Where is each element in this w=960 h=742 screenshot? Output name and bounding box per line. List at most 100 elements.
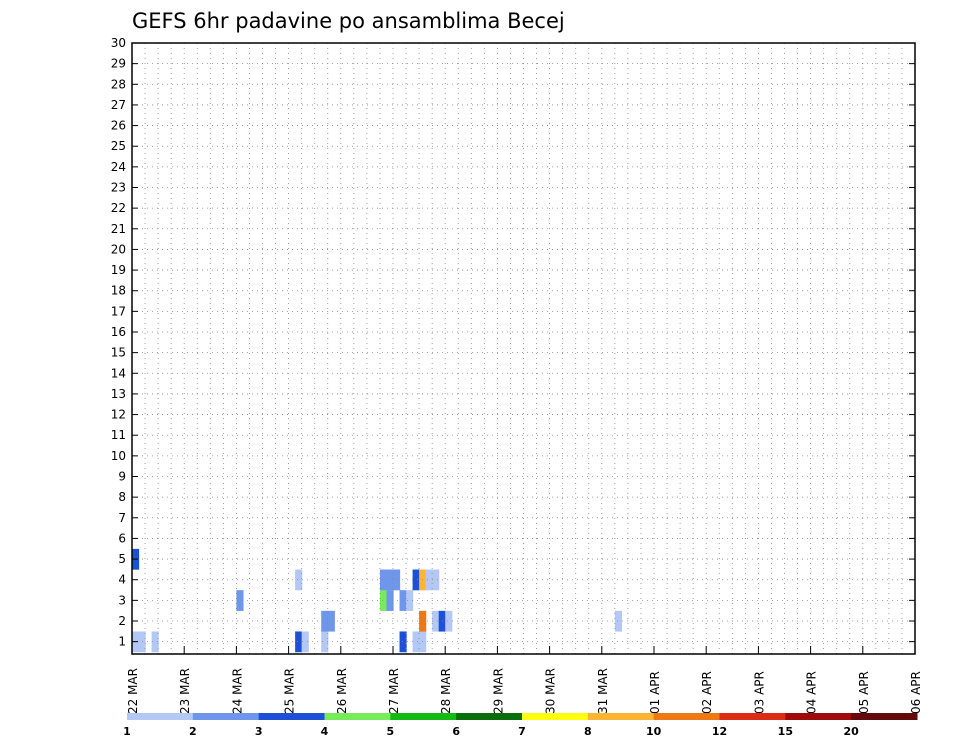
colorbar-swatch	[587, 713, 655, 720]
colorbar: 1 2 3 4 5 6 7 8 10 12 15 20	[123, 713, 918, 738]
heatmap-cell	[393, 569, 401, 591]
heatmap-cell	[327, 610, 335, 632]
x-tick-label: 01 APR	[648, 671, 662, 714]
heatmap-cell	[399, 590, 407, 611]
colorbar-swatch	[522, 713, 589, 720]
x-tick-label: 29 MAR	[491, 668, 505, 714]
cells-layer	[132, 548, 622, 653]
heatmap-cell	[236, 590, 244, 611]
y-tick-label: 10	[111, 449, 126, 463]
colorbar-label: 2	[189, 725, 197, 738]
colorbar-swatch	[719, 713, 786, 720]
colorbar-swatch	[390, 713, 457, 720]
y-tick-label: 30	[111, 36, 126, 50]
x-tick-label: 23 MAR	[178, 668, 192, 714]
heatmap-cell	[386, 569, 394, 591]
colorbar-label: 10	[646, 725, 662, 738]
heatmap-cell	[406, 590, 414, 611]
y-tick-label: 6	[118, 531, 126, 545]
x-tick-label: 05 APR	[857, 671, 871, 714]
y-tick-label: 2	[118, 614, 126, 628]
heatmap-cell	[412, 569, 420, 591]
colorbar-label: 12	[712, 725, 727, 738]
colorbar-label: 3	[255, 725, 263, 738]
heatmap-cell	[445, 610, 453, 632]
y-tick-label: 12	[111, 408, 126, 422]
y-tick-label: 13	[111, 387, 126, 401]
colorbar-swatch	[324, 713, 391, 720]
y-tick-label: 17	[111, 304, 126, 318]
colorbar-swatch	[851, 713, 918, 720]
y-tick-label: 16	[111, 325, 126, 339]
y-tick-label: 22	[111, 201, 126, 215]
x-tick-label: 28 MAR	[439, 668, 453, 714]
y-tick-label: 8	[118, 490, 126, 504]
colorbar-label: 5	[387, 725, 395, 738]
colorbar-label: 4	[321, 725, 329, 738]
colorbar-swatch	[127, 713, 194, 720]
chart-title: GEFS 6hr padavine po ansamblima Becej	[132, 9, 565, 33]
colorbar-swatch	[456, 713, 523, 720]
y-tick-label: 15	[111, 346, 126, 360]
colorbar-label: 20	[844, 725, 860, 738]
y-tick-label: 27	[111, 98, 126, 112]
colorbar-swatch	[785, 713, 852, 720]
heatmap-cell	[432, 569, 440, 591]
grid-layer	[131, 42, 916, 654]
x-tick-label: 31 MAR	[596, 668, 610, 714]
y-tick-label: 14	[111, 366, 126, 380]
y-tick-label: 24	[111, 160, 126, 174]
heatmap-cell	[295, 631, 303, 653]
x-tick-label: 06 APR	[909, 671, 923, 714]
heatmap-cell	[151, 631, 159, 653]
y-tick-label: 9	[118, 469, 126, 483]
y-tick-label: 20	[111, 242, 126, 256]
heatmap-cell	[295, 569, 303, 591]
x-tick-label: 25 MAR	[283, 668, 297, 714]
colorbar-label: 6	[452, 725, 460, 738]
colorbar-label: 1	[123, 725, 131, 738]
colorbar-label: 8	[584, 725, 592, 738]
y-tick-label: 3	[118, 593, 126, 607]
plot-frame	[131, 42, 916, 655]
y-tick-label: 25	[111, 139, 126, 153]
heatmap-cell	[412, 631, 420, 653]
heatmap-cell	[614, 610, 622, 632]
heatmap-cell	[379, 569, 388, 591]
x-tick-label: 04 APR	[805, 671, 819, 714]
y-tick-label: 4	[118, 573, 126, 587]
x-axis: 22 MAR 23 MAR 24 MAR 25 MAR 26 MAR 27 MAR 28 M…	[126, 646, 923, 714]
heatmap-cell	[321, 610, 329, 632]
y-tick-label: 19	[111, 263, 126, 277]
heatmap-cell	[432, 610, 440, 632]
x-tick-label: 02 APR	[700, 671, 714, 714]
y-tick-label: 28	[111, 77, 126, 91]
heatmap-cell	[379, 590, 388, 611]
y-tick-label: 5	[118, 552, 126, 566]
y-tick-label: 21	[111, 222, 126, 236]
x-tick-label: 26 MAR	[335, 668, 349, 714]
y-tick-label: 23	[111, 180, 126, 194]
x-tick-label: 03 APR	[752, 671, 766, 714]
heatmap-cell	[399, 631, 407, 653]
x-tick-label: 24 MAR	[230, 668, 244, 714]
x-tick-label: 27 MAR	[387, 668, 401, 714]
y-tick-label: 1	[118, 635, 126, 649]
colorbar-label: 15	[778, 725, 793, 738]
y-tick-label: 29	[111, 57, 126, 71]
y-tick-label: 11	[111, 428, 126, 442]
heatmap-cell	[386, 590, 394, 611]
colorbar-swatch	[192, 713, 260, 720]
y-tick-label: 26	[111, 119, 126, 133]
y-axis: 1234567891011121314151617181920212223242…	[111, 36, 915, 649]
x-tick-label: 22 MAR	[126, 668, 140, 714]
y-tick-label: 18	[111, 284, 126, 298]
heatmap-cell	[321, 631, 329, 653]
heatmap-cell	[425, 569, 433, 591]
colorbar-swatch	[258, 713, 325, 720]
heatmap-cell	[301, 631, 309, 653]
colorbar-label: 7	[518, 725, 526, 738]
colorbar-swatch	[653, 713, 720, 720]
